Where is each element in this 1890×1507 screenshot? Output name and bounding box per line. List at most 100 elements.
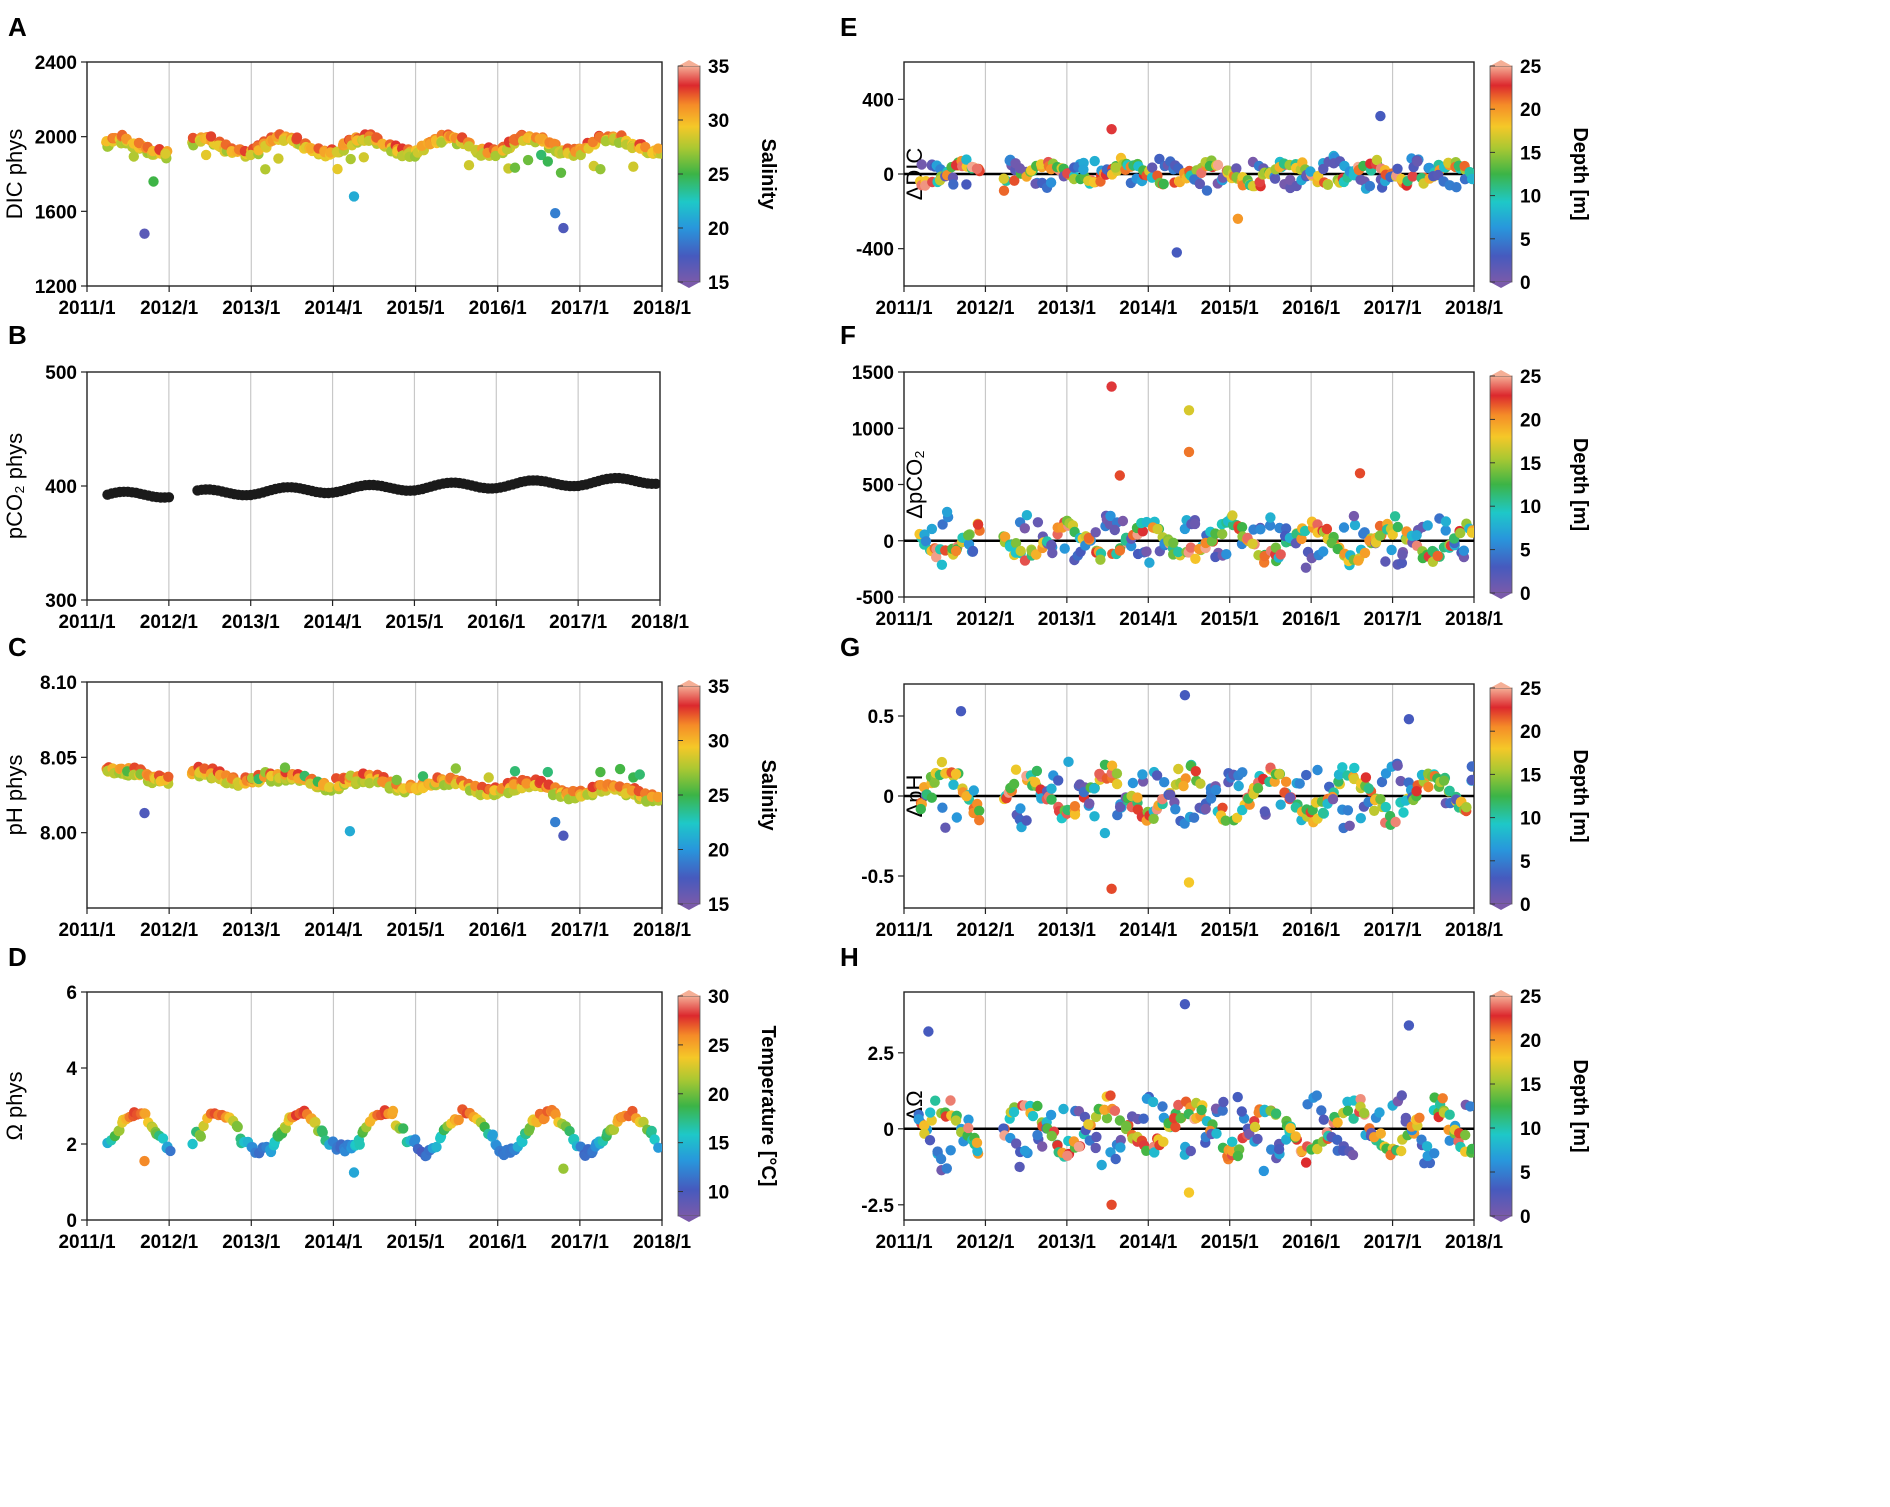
data-point	[260, 164, 271, 175]
colorbar-tick-label: 15	[708, 273, 730, 294]
colorbar-label: Depth [m]	[1569, 438, 1591, 531]
data-point	[1231, 812, 1243, 823]
data-point	[923, 1026, 934, 1037]
data-point	[926, 523, 938, 535]
x-tick-label: 2011/1	[875, 298, 932, 319]
data-point	[1348, 510, 1360, 522]
data-point	[1371, 154, 1383, 166]
data-point	[1217, 528, 1228, 540]
data-point	[931, 551, 942, 563]
colorbar-tick-label: 15	[1520, 143, 1542, 164]
data-point	[1045, 177, 1057, 188]
data-point	[555, 167, 567, 178]
data-point	[1232, 1091, 1243, 1103]
data-point	[1032, 517, 1044, 528]
data-point	[1159, 777, 1170, 788]
data-point	[348, 1167, 360, 1178]
colorbar-cap-bottom	[1490, 282, 1512, 288]
panel-label: D	[8, 942, 27, 972]
data-point	[595, 766, 606, 778]
data-point	[1165, 789, 1176, 800]
data-point	[1403, 714, 1415, 725]
data-point	[998, 173, 1009, 184]
data-point	[1190, 553, 1201, 564]
data-point	[1183, 446, 1195, 458]
data-point	[1127, 777, 1139, 789]
data-point	[972, 519, 984, 530]
panel-label: C	[8, 632, 27, 662]
colorbar-bar	[1489, 375, 1513, 594]
data-point	[1236, 522, 1248, 533]
data-point	[1321, 523, 1333, 535]
data-point	[1173, 763, 1184, 775]
data-point	[1299, 525, 1311, 537]
panel-label: B	[8, 320, 27, 350]
data-point	[1015, 803, 1026, 814]
data-point	[310, 1116, 321, 1128]
colorbar-cap-top	[1490, 370, 1512, 376]
data-point	[1386, 544, 1397, 556]
data-point	[1414, 1112, 1425, 1124]
chart-b: B 2011/1 2012/1 2013/1 2014/1 2015/1 2016/1 201…	[2, 320, 689, 633]
data-point	[564, 1125, 575, 1137]
data-point	[940, 822, 951, 833]
y-tick-label: 1600	[35, 202, 77, 223]
data-point	[417, 771, 429, 782]
y-tick-label: 6	[66, 983, 77, 1004]
data-point	[945, 1095, 956, 1106]
data-point	[1147, 1096, 1159, 1108]
data-point	[487, 1129, 498, 1140]
data-point	[1398, 807, 1409, 818]
data-point	[1090, 1142, 1101, 1154]
data-point	[1349, 519, 1361, 531]
data-point	[1111, 768, 1123, 779]
x-tick-label: 2013/1	[222, 1232, 281, 1253]
data-point	[1011, 1138, 1022, 1149]
data-point	[536, 149, 547, 161]
data-point	[1030, 777, 1041, 788]
data-point	[1144, 557, 1155, 568]
data-point	[646, 1125, 657, 1137]
data-point	[1359, 547, 1371, 559]
data-point	[1318, 546, 1329, 557]
data-point	[1115, 1142, 1126, 1153]
data-point	[915, 803, 926, 815]
data-point	[1084, 798, 1095, 809]
y-tick-label: 300	[45, 591, 77, 612]
data-point	[354, 1139, 365, 1150]
data-point	[1188, 812, 1200, 823]
data-point	[1423, 781, 1434, 793]
x-tick-label: 2016/1	[1282, 1232, 1341, 1253]
x-tick-label: 2014/1	[1119, 1232, 1178, 1253]
data-point	[1455, 527, 1466, 539]
colorbar-cap-bottom	[1490, 904, 1512, 910]
data-points	[101, 129, 662, 239]
data-point	[1273, 1144, 1285, 1155]
y-tick-label: 4	[66, 1059, 77, 1080]
data-point	[1099, 827, 1111, 839]
data-point	[157, 1133, 169, 1144]
x-tick-label: 2018/1	[1445, 1232, 1504, 1253]
data-point	[1395, 775, 1406, 787]
data-point	[348, 191, 360, 202]
data-point	[1141, 546, 1152, 557]
data-point	[926, 1115, 937, 1126]
colorbar-cap-top	[1490, 682, 1512, 688]
data-point	[1390, 816, 1401, 828]
data-point	[1148, 813, 1159, 824]
data-point	[483, 772, 494, 783]
x-tick-label: 2011/1	[875, 920, 932, 941]
data-point	[160, 148, 171, 159]
y-tick-label: 2000	[35, 128, 77, 149]
data-point	[1269, 173, 1281, 184]
x-tick-label: 2014/1	[304, 612, 363, 633]
data-point	[935, 1153, 947, 1165]
data-point	[1232, 213, 1244, 224]
data-point	[967, 545, 979, 557]
data-point	[1027, 1110, 1039, 1122]
data-points	[915, 690, 1474, 894]
data-points	[915, 110, 1474, 258]
x-tick-label: 2018/1	[633, 298, 692, 319]
data-point	[1380, 801, 1392, 813]
